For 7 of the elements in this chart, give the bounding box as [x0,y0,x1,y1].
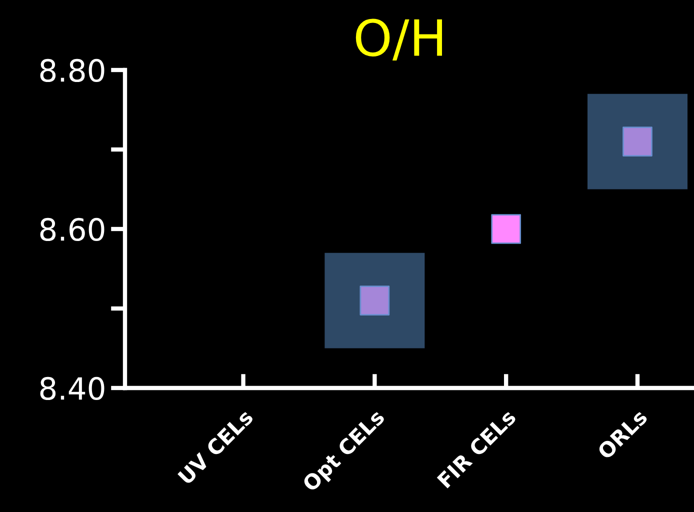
point [491,214,522,244]
point [622,126,652,156]
point [360,286,390,316]
y-tick-label: 8.60 [40,218,104,242]
y-tick-label: 8.40 [40,376,104,400]
y-tick-label: 8.80 [40,58,104,82]
chart-title: O/H [356,18,442,60]
